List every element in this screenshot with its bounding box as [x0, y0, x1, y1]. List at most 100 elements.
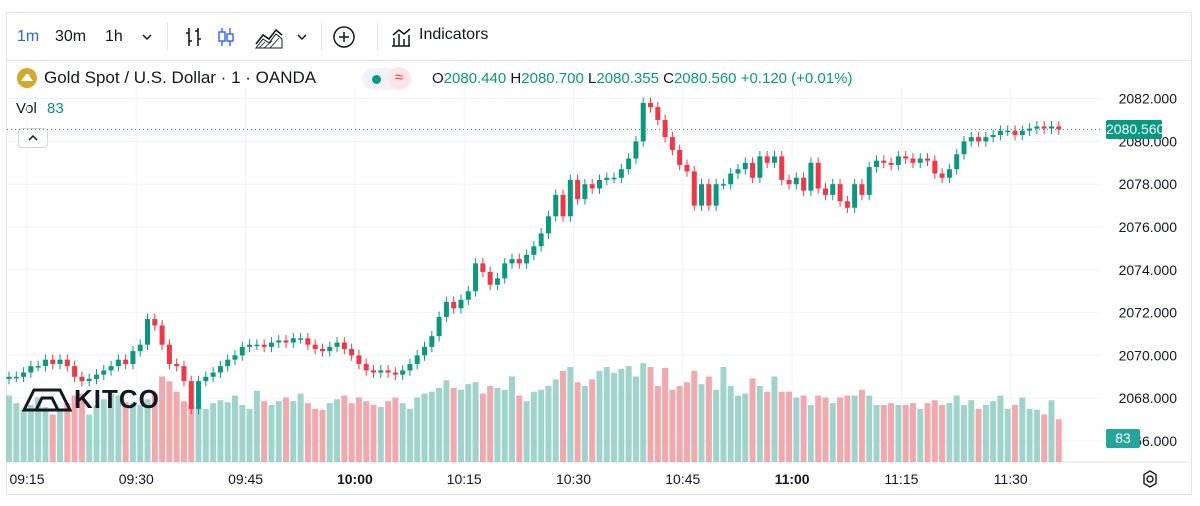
candle-body: [881, 160, 887, 163]
price-axis-tick: 2072.000: [1119, 305, 1178, 321]
chart-settings-icon[interactable]: [1140, 469, 1160, 489]
chevron-down-icon[interactable]: [296, 31, 308, 43]
volume-bar: [261, 401, 268, 462]
candlestick-chart-type-icon[interactable]: [214, 25, 238, 49]
volume-bar: [960, 405, 967, 462]
open-value: 2080.440: [443, 70, 507, 87]
volume-bar: [786, 391, 793, 462]
chevron-down-icon[interactable]: [141, 31, 153, 43]
candle-body: [137, 344, 143, 352]
volume-bar: [924, 403, 931, 462]
volume-bar: [516, 395, 523, 462]
candle-body: [946, 169, 952, 178]
volume-bar: [822, 397, 829, 462]
volume-bar: [705, 376, 712, 462]
volume-bar: [1019, 397, 1026, 462]
indicators-button[interactable]: Indicators: [389, 24, 509, 50]
volume-bar: [501, 389, 508, 462]
candle-body: [451, 301, 457, 309]
volume-bar: [771, 376, 778, 462]
candle-body: [764, 156, 770, 163]
volume-bar: [589, 379, 596, 462]
candle-body: [779, 156, 785, 180]
volume-bar: [341, 395, 348, 462]
volume-bar: [800, 395, 807, 462]
candle-body: [684, 164, 690, 172]
ohlc-values: O2080.440 H2080.700 L2080.355 C2080.560 …: [432, 70, 852, 87]
candle-body: [79, 376, 85, 382]
candle-body: [371, 370, 376, 373]
candle-body: [363, 363, 369, 371]
candle-body: [728, 173, 734, 185]
candle-body: [815, 162, 821, 189]
volume-bar: [71, 395, 78, 462]
volume-bar: [552, 379, 559, 462]
area-chart-type-icon[interactable]: [253, 24, 285, 50]
volume-bar: [166, 381, 173, 462]
bar-chart-type-icon[interactable]: [182, 25, 206, 49]
volume-bar: [1055, 419, 1062, 462]
interval-1h-button[interactable]: 1h: [105, 28, 123, 45]
candle-body: [961, 141, 967, 155]
candle-body: [903, 156, 909, 159]
high-label: H: [510, 70, 522, 87]
candle-body: [750, 162, 756, 178]
price-axis-tick: 2076.000: [1119, 219, 1178, 235]
volume-bar: [953, 395, 960, 462]
candle-body: [290, 338, 296, 343]
volume-bar: [399, 403, 406, 462]
candle-body: [487, 271, 493, 285]
candle-body: [669, 137, 675, 150]
volume-bar: [662, 367, 669, 462]
candle-body: [976, 137, 982, 142]
close-value: 2080.560: [673, 70, 737, 87]
interval-30m-button[interactable]: 30m: [55, 28, 87, 45]
volume-bar: [968, 400, 975, 462]
candle-body: [895, 156, 901, 165]
volume-bar: [35, 397, 42, 462]
price-axis-tick: 2068.000: [1119, 390, 1178, 406]
price-axis-tick: 2082.000: [1119, 91, 1178, 107]
price-axis-tick: 2074.000: [1119, 262, 1178, 278]
volume-bar: [304, 403, 311, 462]
volume-bar: [574, 382, 581, 462]
candle-body: [1048, 126, 1054, 129]
volume-bar: [20, 409, 27, 462]
volume-bar: [86, 414, 93, 462]
candle-body: [115, 359, 121, 367]
candle-body: [655, 107, 661, 120]
candle-body: [618, 169, 624, 178]
volume-bar: [326, 403, 333, 462]
time-axis-tick: 10:45: [665, 471, 700, 487]
candle-body: [494, 278, 500, 285]
volume-bar: [406, 408, 413, 462]
volume-bar: [487, 386, 494, 462]
collapse-legend-button[interactable]: [18, 128, 48, 148]
candle-body: [422, 346, 428, 356]
volume-bar: [42, 406, 49, 462]
volume-bar: [210, 403, 217, 462]
volume-bar: [370, 405, 377, 462]
chevron-up-icon: [28, 134, 38, 141]
volume-bar: [479, 393, 486, 462]
volume-bar: [159, 376, 166, 462]
volume-bar: [793, 397, 800, 462]
candle-body: [837, 184, 843, 202]
candle-body: [392, 372, 398, 375]
candle-body: [57, 359, 63, 364]
volume-bar: [253, 390, 260, 462]
interval-1m-button[interactable]: 1m: [17, 28, 40, 45]
price-axis-tick: 2070.000: [1119, 347, 1178, 363]
volume-legend: Vol 83: [16, 100, 64, 117]
candle-body: [6, 376, 12, 379]
symbol-name[interactable]: Gold Spot / U.S. Dollar · 1 · OANDA: [44, 68, 317, 87]
indicators-icon: [392, 28, 411, 47]
volume-bar: [982, 405, 989, 462]
market-status-badge[interactable]: ≈: [362, 67, 412, 90]
candle-body: [1005, 130, 1011, 133]
volume-bar: [538, 389, 545, 462]
candle-body: [917, 158, 923, 163]
candle-body: [611, 177, 617, 180]
add-compare-icon[interactable]: [331, 24, 357, 50]
